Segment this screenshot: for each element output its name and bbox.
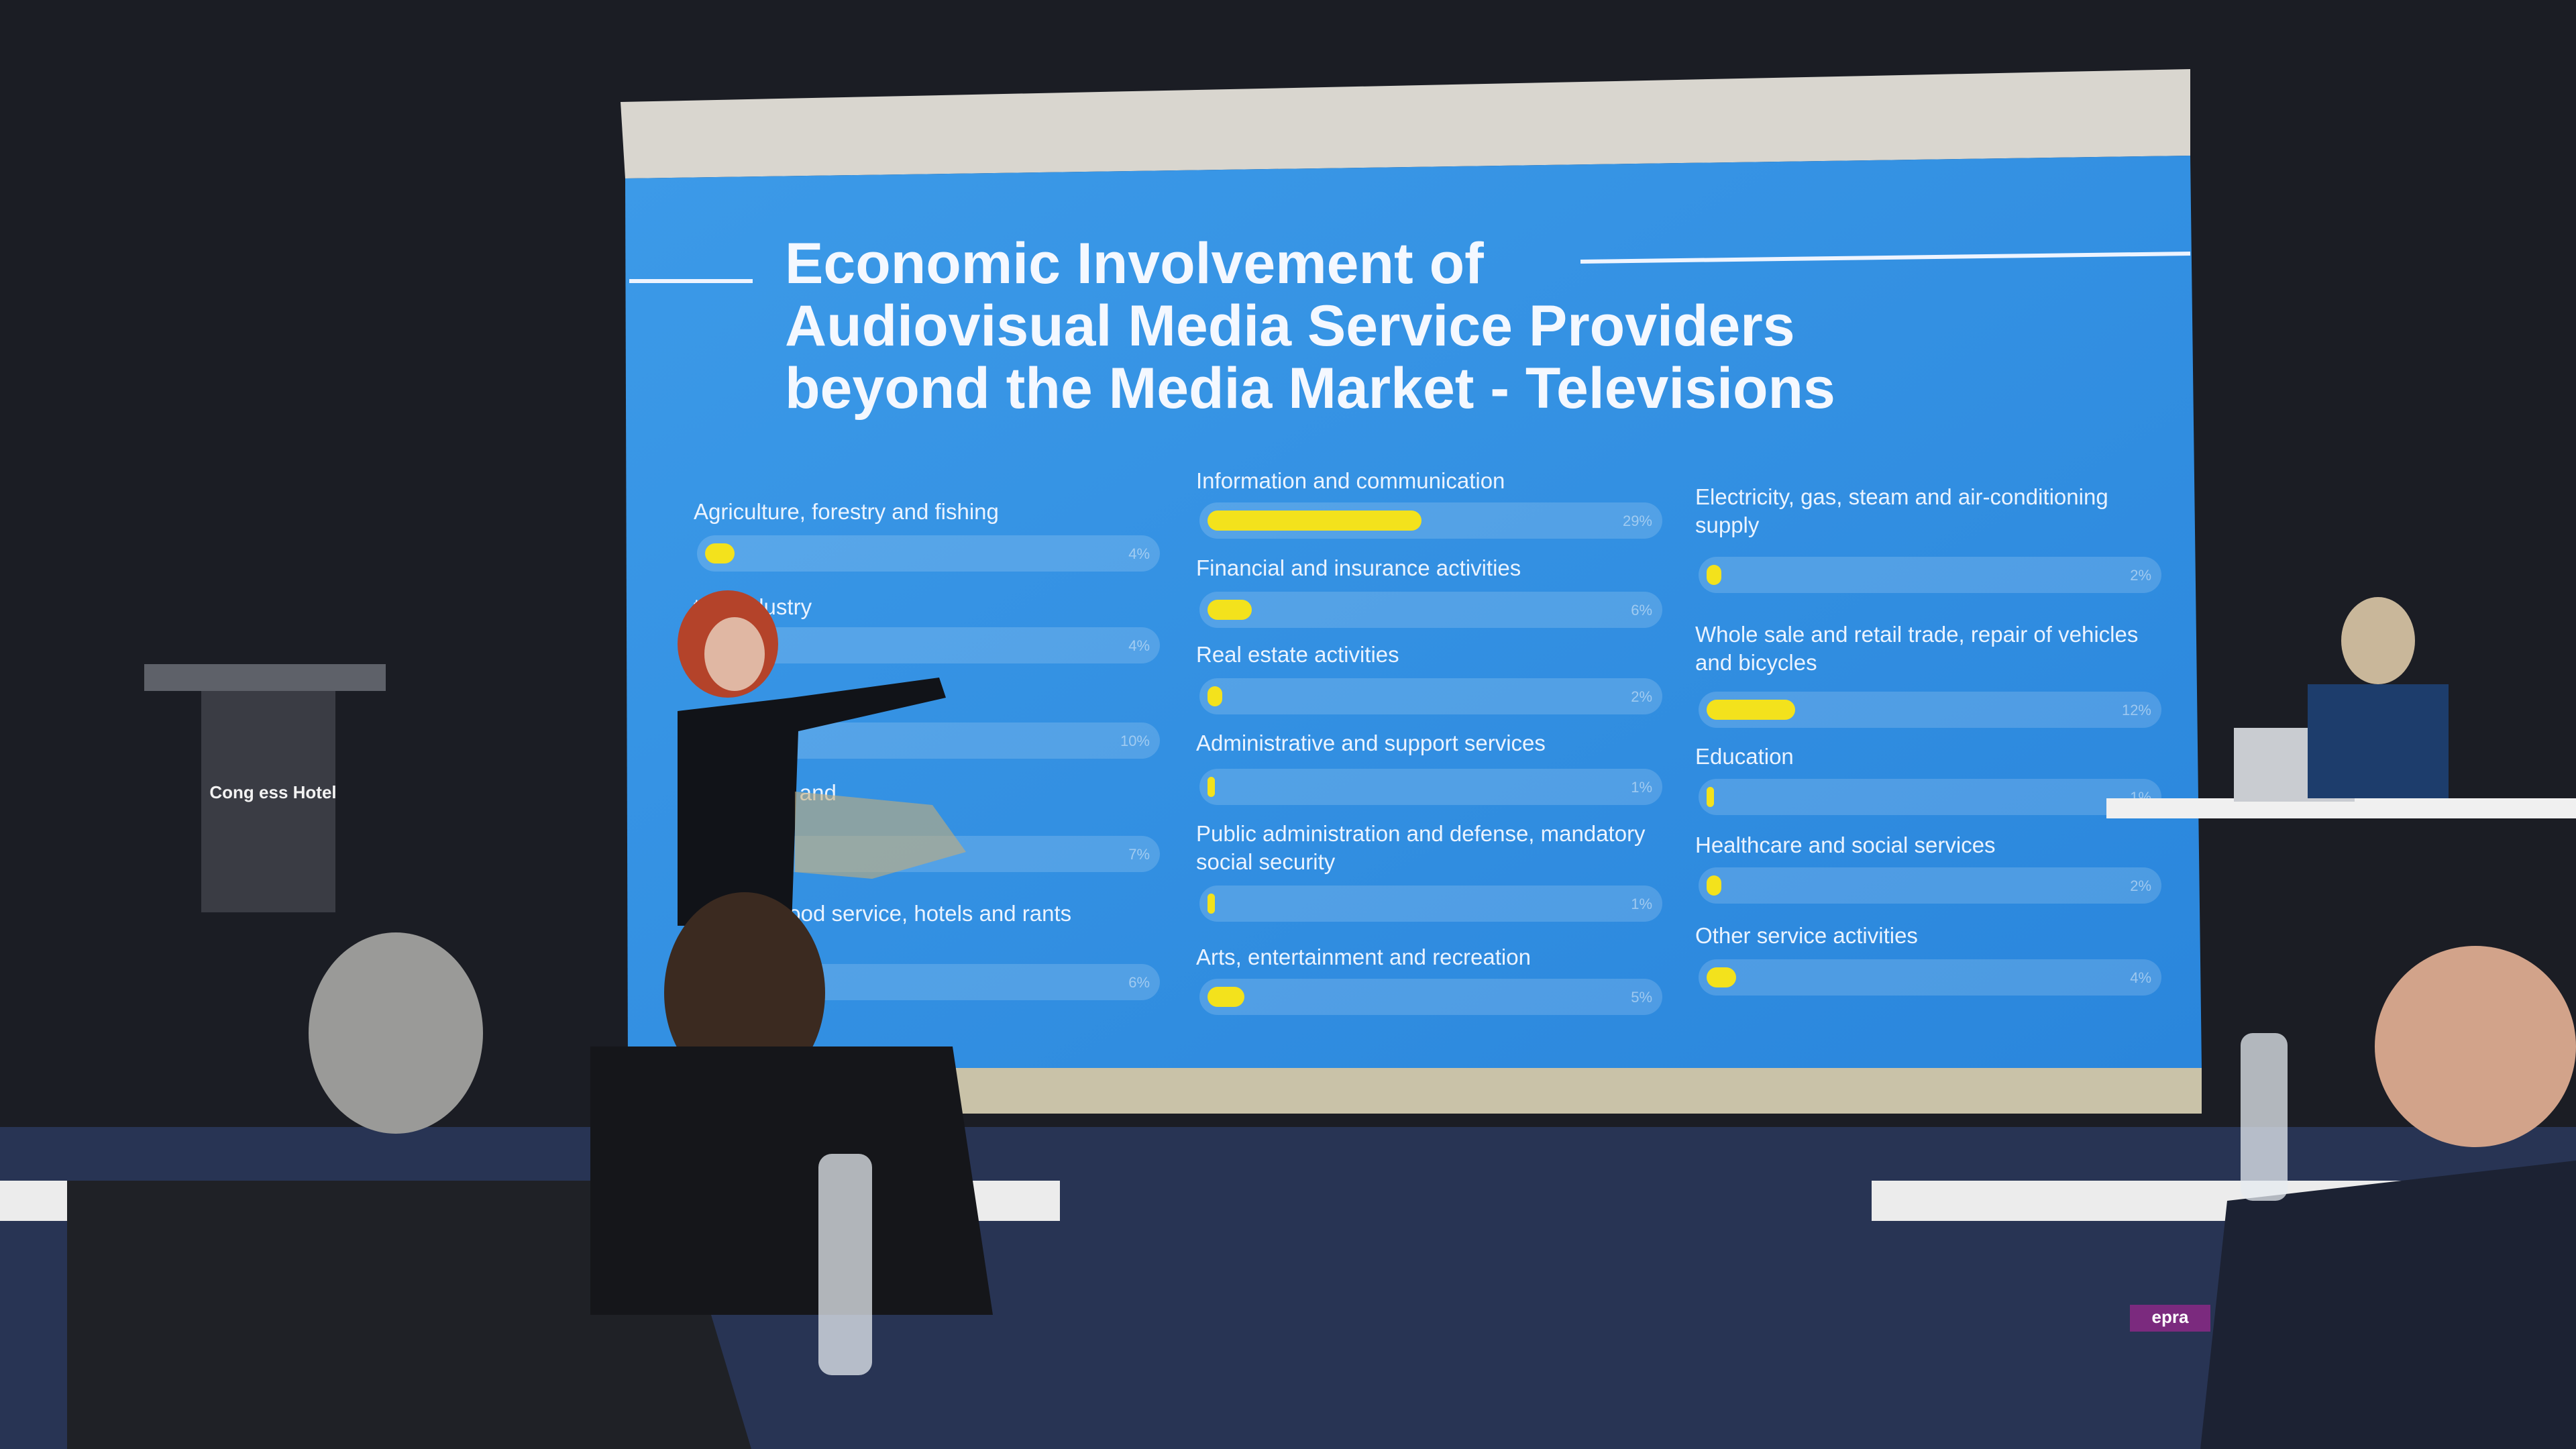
bar <box>1208 777 1215 797</box>
attendee <box>590 1046 993 1315</box>
slide-title: Economic Involvement of <box>785 231 1484 296</box>
panelist-head <box>2341 597 2415 684</box>
category-label: Other service activities <box>1695 923 1918 948</box>
attendee <box>2200 1161 2576 1449</box>
bar-track <box>1199 885 1662 922</box>
bar <box>1208 600 1252 620</box>
value-label: 29% <box>1622 513 1652 529</box>
bar <box>1208 894 1215 914</box>
slide-title: beyond the Media Market - Televisions <box>785 356 1835 421</box>
presenter-face <box>704 617 765 691</box>
value-label: 10% <box>1120 733 1150 749</box>
value-label: 4% <box>1128 637 1150 654</box>
bar <box>1208 987 1244 1007</box>
value-label: 5% <box>1631 989 1652 1006</box>
bar <box>1707 787 1714 807</box>
bar-track <box>1699 959 2161 996</box>
attendee <box>67 1181 751 1449</box>
value-label: 6% <box>1128 974 1150 991</box>
shadow <box>795 792 966 879</box>
category-label: Agriculture, forestry and fishing <box>694 499 999 524</box>
attendee-head <box>309 932 483 1134</box>
bar <box>1707 967 1736 987</box>
slide-title: Audiovisual Media Service Providers <box>785 294 1795 358</box>
bar <box>1707 875 1721 896</box>
bar-track <box>1199 592 1662 628</box>
value-label: 4% <box>1128 545 1150 562</box>
category-label: Public administration and defense, manda… <box>1196 821 1646 874</box>
category-label: Administrative and support services <box>1196 731 1546 755</box>
value-label: 7% <box>1128 846 1150 863</box>
value-label: 12% <box>2121 702 2151 718</box>
title-rule <box>1580 252 2191 264</box>
value-label: 1% <box>1631 896 1652 912</box>
category-label: Financial and insurance activities <box>1196 555 1521 580</box>
bar-track <box>1699 779 2161 815</box>
bar-track <box>1199 769 1662 805</box>
bar-track <box>1699 557 2161 593</box>
bar-track <box>1699 867 2161 904</box>
value-label: 2% <box>2130 877 2151 894</box>
category-label: Information and communication <box>1196 468 1505 493</box>
bar <box>1208 511 1421 531</box>
desk-sign-card <box>2130 1305 2210 1332</box>
value-label: 2% <box>1631 688 1652 705</box>
bar <box>1707 565 1721 585</box>
bar-track <box>697 535 1160 572</box>
podium <box>201 691 335 912</box>
presenter <box>678 678 946 926</box>
water-bottle <box>2241 1033 2288 1201</box>
slide-background <box>625 156 2202 1068</box>
category-label: Arts, entertainment and recreation <box>1196 945 1531 969</box>
bar-track <box>1199 678 1662 714</box>
attendee-head <box>2375 946 2576 1147</box>
value-label: 2% <box>2130 567 2151 584</box>
podium-sign: Cong ess Hotel <box>209 782 336 802</box>
desk-sign: epra <box>2152 1307 2189 1327</box>
bar-track <box>1199 979 1662 1015</box>
attendee-head <box>664 892 825 1093</box>
bar <box>1208 686 1222 706</box>
category-label: Electricity, gas, steam and air-conditio… <box>1695 484 2108 537</box>
category-label: Education <box>1695 744 1794 769</box>
water-bottle <box>818 1154 872 1375</box>
value-label: 4% <box>2130 969 2151 986</box>
screen-bottom <box>628 1068 2202 1114</box>
bar <box>1707 700 1795 720</box>
podium-top <box>144 664 386 691</box>
panelist <box>2308 684 2449 798</box>
category-label: Healthcare and social services <box>1695 833 1996 857</box>
value-label: 6% <box>1631 602 1652 619</box>
value-label: 1% <box>1631 779 1652 796</box>
screen-top <box>621 69 2190 178</box>
category-label: Whole sale and retail trade, repair of v… <box>1695 622 2139 675</box>
bar <box>705 543 735 564</box>
category-label: Real estate activities <box>1196 642 1399 667</box>
